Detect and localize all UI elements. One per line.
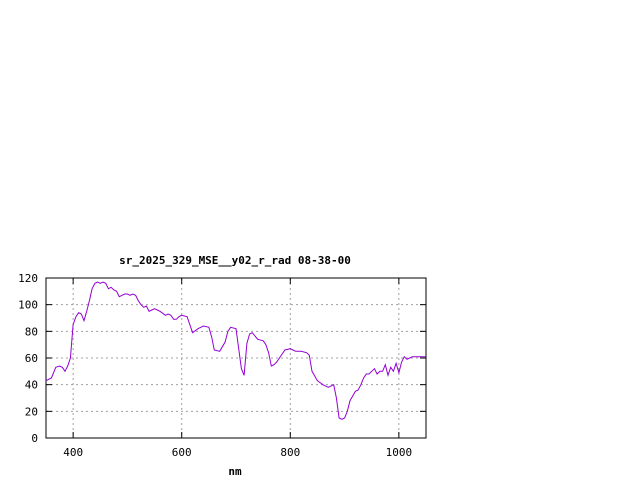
grid-lines [46,278,426,438]
y-tick-label: 80 [25,325,38,338]
y-tick-label: 120 [18,272,38,285]
y-tick-label: 40 [25,379,38,392]
x-tick-label: 800 [280,446,300,459]
series-group [45,281,426,420]
x-axis-label: nm [228,465,242,478]
x-tick-label: 600 [172,446,192,459]
y-tick-label: 0 [31,432,38,445]
x-tick-label: 400 [63,446,83,459]
y-tick-label: 100 [18,299,38,312]
y-tick-label: 20 [25,405,38,418]
axis-ticks: 400 600 800 1000 0 20 40 60 80 100 120 [18,272,426,459]
chart-title: sr_2025_329_MSE__y02_r_rad 08-38-00 [119,254,351,267]
x-tick-label: 1000 [386,446,413,459]
series-line [45,281,426,420]
y-tick-label: 60 [25,352,38,365]
